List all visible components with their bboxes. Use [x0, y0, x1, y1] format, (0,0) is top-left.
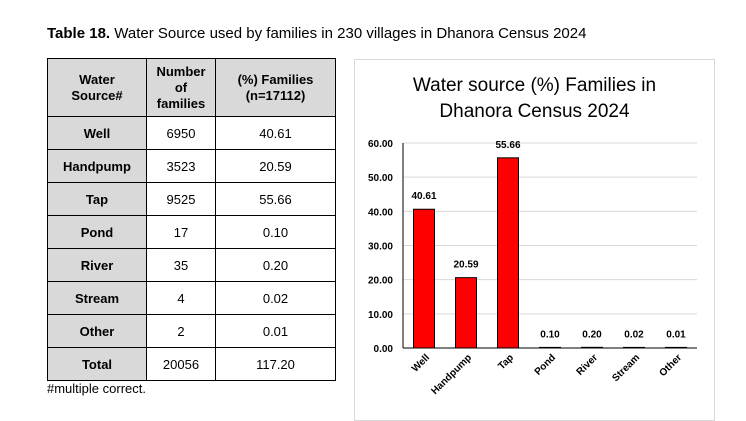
chart-plot: 0.00 10.00 20.00 30.00 40.00 50.00 60.00 40.61 W…: [368, 139, 697, 397]
table-row: Well 6950 40.61: [47, 116, 336, 150]
x-tick-label: Handpump: [429, 352, 474, 397]
row-families-cell: 2: [146, 314, 216, 348]
chart-title-line-1: Water source (%) Families in: [412, 75, 657, 96]
data-label: 40.61: [411, 191, 436, 202]
table-caption: Table 18. Water Source used by families …: [47, 25, 586, 42]
row-source-cell: Other: [47, 314, 147, 348]
row-percent-cell: 0.20: [215, 248, 336, 282]
x-tick-label: Pond: [533, 352, 558, 377]
y-tick-label: 20.00: [368, 276, 393, 287]
row-families-cell: 6950: [146, 116, 216, 150]
table-caption-label: Table 18.: [47, 25, 111, 42]
water-source-table: Water Source# Number of families (%) Fam…: [47, 58, 336, 381]
row-families-cell: 35: [146, 248, 216, 282]
row-source-cell: River: [47, 248, 147, 282]
row-families-cell: 3523: [146, 149, 216, 183]
x-tick-label: Other: [657, 352, 684, 379]
y-tick-label: 0.00: [374, 344, 394, 355]
row-source-cell: Handpump: [47, 149, 147, 183]
table-row: Stream 4 0.02: [47, 281, 336, 315]
table-footnote: #multiple correct.: [47, 381, 146, 396]
row-source-cell: Stream: [47, 281, 147, 315]
bar-handpump: [455, 277, 477, 349]
data-label: 0.02: [624, 329, 644, 340]
table-row-total: Total 20056 117.20: [47, 347, 336, 381]
y-tick-label: 50.00: [368, 173, 393, 184]
y-tick-label: 10.00: [368, 310, 393, 321]
water-source-chart: Water source (%) Families in Dhanora Cen…: [354, 59, 715, 421]
x-tick-label: Well: [410, 352, 432, 374]
y-tick-label: 60.00: [368, 139, 393, 150]
data-label: 0.10: [540, 329, 560, 340]
data-label: 55.66: [495, 140, 520, 151]
bar-river: [581, 346, 603, 349]
row-percent-cell: 0.01: [215, 314, 336, 348]
table-row: Pond 17 0.10: [47, 215, 336, 249]
row-source-cell: Well: [47, 116, 147, 150]
y-tick-label: 30.00: [368, 242, 393, 253]
bar-pond: [539, 346, 561, 349]
bar-well: [413, 208, 435, 349]
chart-title-line-2: Dhanora Census 2024: [439, 101, 630, 122]
table-header-row: Water Source# Number of families (%) Fam…: [47, 58, 336, 117]
row-percent-cell: 0.10: [215, 215, 336, 249]
x-tick-label: Stream: [610, 352, 642, 384]
row-source-cell: Total: [47, 347, 147, 381]
header-percent-families: (%) Families (n=17112): [215, 58, 336, 117]
table-row: Handpump 3523 20.59: [47, 149, 336, 183]
row-source-cell: Pond: [47, 215, 147, 249]
header-number-of-families: Number of families: [146, 58, 216, 117]
row-families-cell: 20056: [146, 347, 216, 381]
data-label: 20.59: [453, 260, 478, 271]
row-families-cell: 9525: [146, 182, 216, 216]
row-percent-cell: 55.66: [215, 182, 336, 216]
bar-other: [665, 346, 687, 349]
row-families-cell: 4: [146, 281, 216, 315]
data-label: 0.01: [666, 329, 686, 340]
table-caption-text: Water Source used by families in 230 vil…: [110, 25, 587, 42]
x-tick-label: Tap: [496, 352, 516, 372]
bar-tap: [497, 157, 519, 349]
row-percent-cell: 0.02: [215, 281, 336, 315]
table-row: Tap 9525 55.66: [47, 182, 336, 216]
row-source-cell: Tap: [47, 182, 147, 216]
header-water-source: Water Source#: [47, 58, 147, 117]
row-percent-cell: 40.61: [215, 116, 336, 150]
row-percent-cell: 20.59: [215, 149, 336, 183]
table-row: River 35 0.20: [47, 248, 336, 282]
row-families-cell: 17: [146, 215, 216, 249]
row-percent-cell: 117.20: [215, 347, 336, 381]
y-tick-label: 40.00: [368, 207, 393, 218]
bar-stream: [623, 346, 645, 349]
data-label: 0.20: [582, 329, 602, 340]
table-row: Other 2 0.01: [47, 314, 336, 348]
x-tick-label: River: [575, 352, 601, 378]
